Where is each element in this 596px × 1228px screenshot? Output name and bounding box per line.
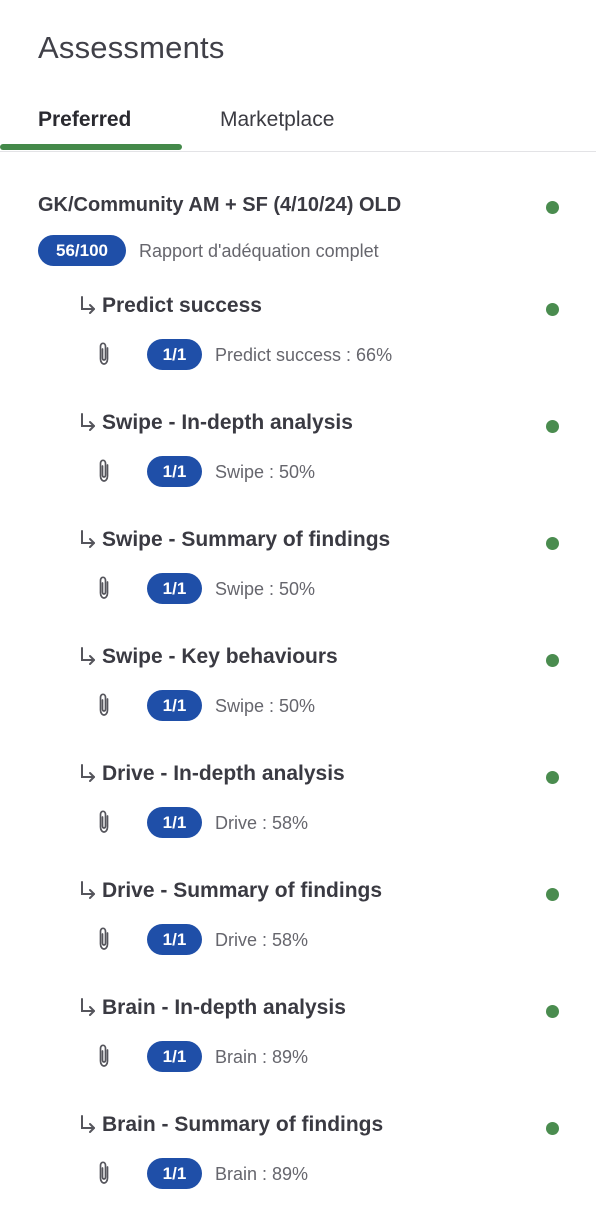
- paperclip-icon[interactable]: [95, 575, 113, 601]
- sub-assessment-title[interactable]: Swipe - Key behaviours: [102, 645, 338, 668]
- status-dot: [546, 771, 559, 784]
- paperclip-icon[interactable]: [95, 458, 113, 484]
- sub-assessment-item: Drive - In-depth analysis 1/1 Drive : 58%: [0, 760, 596, 877]
- paperclip-icon[interactable]: [95, 926, 113, 952]
- count-badge: 1/1: [147, 807, 202, 838]
- subitem-arrow-icon: [78, 763, 98, 785]
- status-dot: [546, 1005, 559, 1018]
- sub-assessment-detail: Swipe : 50%: [215, 696, 316, 716]
- sub-assessment-detail: Swipe : 50%: [215, 579, 316, 599]
- score-badge: 56/100: [38, 235, 126, 266]
- paperclip-icon[interactable]: [95, 1043, 113, 1069]
- tab-marketplace[interactable]: Marketplace: [220, 108, 335, 131]
- sub-assessment-title[interactable]: Drive - Summary of findings: [102, 879, 383, 902]
- sub-assessment-detail: Predict success : 66%: [215, 345, 393, 365]
- sub-assessment-item: Drive - Summary of findings 1/1 Drive : 58…: [0, 877, 596, 994]
- subitem-arrow-icon: [78, 997, 98, 1019]
- sub-assessment-item: Swipe - In-depth analysis 1/1 Swipe : 50%: [0, 409, 596, 526]
- count-badge: 1/1: [147, 573, 202, 604]
- subitem-arrow-icon: [78, 529, 98, 551]
- subitem-arrow-icon: [78, 295, 98, 317]
- status-dot: [546, 1122, 559, 1135]
- sub-assessment-title[interactable]: Brain - Summary of findings: [102, 1113, 384, 1136]
- page-title: Assessments: [38, 30, 225, 65]
- assessment-title[interactable]: GK/Community AM + SF (4/10/24) OLD: [38, 194, 402, 216]
- status-dot: [546, 201, 559, 214]
- sub-assessment-detail: Swipe : 50%: [215, 462, 316, 482]
- count-badge: 1/1: [147, 1041, 202, 1072]
- count-badge: 1/1: [147, 690, 202, 721]
- sub-assessment-title[interactable]: Drive - In-depth analysis: [102, 762, 345, 785]
- status-dot: [546, 537, 559, 550]
- sub-assessment-title[interactable]: Brain - In-depth analysis: [102, 996, 346, 1019]
- sub-assessment-item: Swipe - Summary of findings 1/1 Swipe : 50…: [0, 526, 596, 643]
- subitem-arrow-icon: [78, 1114, 98, 1136]
- assessment-description: Rapport d'adéquation complet: [139, 241, 379, 261]
- paperclip-icon[interactable]: [95, 809, 113, 835]
- status-dot: [546, 888, 559, 901]
- sub-assessment-detail: Brain : 89%: [215, 1164, 309, 1184]
- sub-assessment-title[interactable]: Predict success: [102, 294, 262, 317]
- status-dot: [546, 303, 559, 316]
- count-badge: 1/1: [147, 339, 202, 370]
- sub-assessment-item: Brain - Summary of findings 1/1 Brain : 89…: [0, 1111, 596, 1228]
- status-dot: [546, 420, 559, 433]
- count-badge: 1/1: [147, 456, 202, 487]
- sub-assessment-title[interactable]: Swipe - In-depth analysis: [102, 411, 353, 434]
- count-badge: 1/1: [147, 924, 202, 955]
- tab-preferred[interactable]: Preferred: [38, 108, 132, 131]
- status-dot: [546, 654, 559, 667]
- subitem-arrow-icon: [78, 412, 98, 434]
- sub-assessment-item: Brain - In-depth analysis 1/1 Brain : 89%: [0, 994, 596, 1111]
- sub-assessment-detail: Brain : 89%: [215, 1047, 309, 1067]
- paperclip-icon[interactable]: [95, 1160, 113, 1186]
- paperclip-icon[interactable]: [95, 341, 113, 367]
- count-badge: 1/1: [147, 1158, 202, 1189]
- tab-bar: Preferred Marketplace: [0, 90, 596, 152]
- sub-assessment-title[interactable]: Swipe - Summary of findings: [102, 528, 391, 551]
- subitem-arrow-icon: [78, 880, 98, 902]
- sub-assessment-detail: Drive : 58%: [215, 813, 309, 833]
- sub-assessment-item: Swipe - Key behaviours 1/1 Swipe : 50%: [0, 643, 596, 760]
- subitem-arrow-icon: [78, 646, 98, 668]
- active-tab-indicator: [0, 144, 182, 150]
- paperclip-icon[interactable]: [95, 692, 113, 718]
- sub-assessment-detail: Drive : 58%: [215, 930, 309, 950]
- sub-assessment-item: Predict success 1/1 Predict success : 66%: [0, 292, 596, 409]
